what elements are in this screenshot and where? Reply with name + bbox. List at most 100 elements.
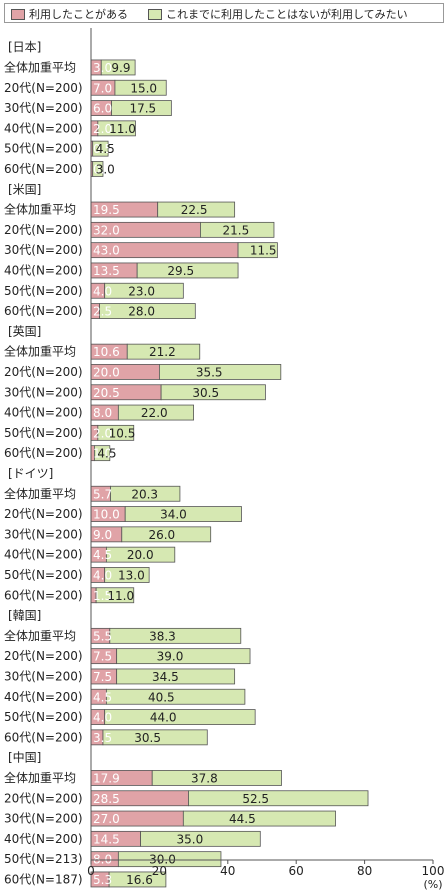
legend-label-used: 利用したことがある (29, 8, 128, 21)
bar-want (104, 567, 150, 583)
x-tick-label: 80 (357, 864, 372, 878)
data-label-used: 10.0 (93, 508, 120, 522)
data-label-used: 10.6 (93, 345, 120, 359)
bar-want (100, 59, 136, 76)
bar-want (117, 404, 194, 421)
bar-want (97, 424, 135, 441)
data-label-used: 2.5 (93, 305, 112, 319)
data-label-want: 11.0 (107, 589, 134, 603)
data-label-used: 4.5 (93, 690, 112, 704)
bar-want (94, 445, 111, 462)
bar-want (158, 364, 282, 380)
group-header: [ドイツ] (8, 466, 53, 480)
row-label: 20代(N=200) (4, 365, 83, 379)
row-label: 全体加重平均 (4, 202, 76, 217)
bar-want (92, 161, 104, 177)
data-label-want: 37.8 (191, 771, 218, 785)
bar-want (116, 648, 251, 665)
row-label: 50代(N=200) (4, 710, 83, 724)
bar-want (108, 871, 167, 888)
row-label: 50代(N=213) (4, 852, 83, 866)
data-label-want: 11.5 (250, 244, 277, 258)
row-label: 20代(N=200) (4, 649, 83, 663)
bar-want (114, 79, 167, 96)
data-label-used: 6.0 (93, 102, 112, 116)
data-label-want: 10.5 (109, 426, 136, 440)
bar-want (99, 303, 196, 319)
bar-want (160, 384, 266, 401)
data-label-used: 5.3 (93, 873, 112, 887)
data-label-used: 4.0 (93, 284, 112, 298)
bar-want (151, 770, 282, 786)
data-label-used: 43.0 (93, 244, 120, 258)
data-label-used: 17.9 (93, 771, 120, 785)
data-label-want: 16.6 (126, 873, 153, 887)
data-label-used: 7.0 (93, 81, 112, 95)
row-label: 20代(N=200) (4, 81, 83, 95)
bar-want (105, 688, 246, 705)
legend-item-want: これまでに利用したことはないが利用してみたい (148, 6, 408, 22)
data-label-want: 34.0 (160, 508, 187, 522)
row-label: 50代(N=200) (4, 284, 83, 298)
data-label-used: 14.5 (93, 832, 120, 846)
group-header: [日本] (8, 40, 41, 54)
data-label-want: 26.0 (148, 528, 175, 542)
data-label-used: 9.0 (93, 528, 112, 542)
bar-want (97, 120, 136, 137)
row-label: 20代(N=200) (4, 791, 83, 805)
legend-swatch-used (11, 8, 25, 20)
data-label-used: 13.5 (93, 264, 120, 278)
x-tick-label: 0 (87, 864, 95, 878)
data-label-used: 1.5 (93, 589, 112, 603)
data-label-used: 4.0 (93, 711, 112, 725)
data-label-want: 39.0 (157, 650, 184, 664)
data-label-want: 9.9 (111, 61, 130, 75)
row-label: 60代(N=200) (4, 446, 83, 460)
x-tick-label: 100 (422, 864, 445, 878)
bar-want (110, 485, 181, 502)
bar-want (102, 729, 208, 746)
bar-want (237, 242, 278, 259)
bar-want (104, 709, 256, 725)
data-label-want: 15.0 (130, 81, 157, 95)
data-label-used: 8.0 (93, 406, 112, 420)
data-label-used: 4.5 (93, 548, 112, 562)
data-label-used: 19.5 (93, 203, 120, 217)
bar-want (126, 343, 201, 360)
legend-swatch-want (148, 8, 162, 20)
data-label-want: 23.0 (128, 284, 155, 298)
data-label-want: 29.5 (167, 264, 194, 278)
bar-want (124, 506, 242, 522)
row-label: 60代(N=200) (4, 162, 83, 176)
data-label-used: 0.5 (93, 162, 112, 176)
data-label-want: 13.0 (118, 568, 145, 582)
data-label-want: 3.0 (96, 162, 115, 176)
row-label: 30代(N=200) (4, 101, 83, 115)
group-header: [英国] (8, 324, 41, 338)
data-label-used: 20.0 (93, 365, 120, 379)
data-label-want: 35.0 (177, 832, 204, 846)
row-label: 30代(N=200) (4, 812, 83, 826)
data-label-want: 44.0 (150, 711, 177, 725)
data-label-want: 40.5 (148, 690, 175, 704)
data-label-want: 4.5 (97, 447, 116, 461)
row-label: 40代(N=200) (4, 121, 83, 135)
data-label-used: 3.5 (93, 731, 112, 745)
group-header: [中国] (8, 750, 41, 765)
data-label-used: 3.0 (93, 61, 112, 75)
bar-want (109, 627, 242, 644)
data-label-want: 21.2 (149, 345, 176, 359)
data-label-want: 34.5 (152, 670, 179, 684)
row-label: 40代(N=200) (4, 832, 83, 846)
row-label: 50代(N=200) (4, 568, 83, 582)
data-label-used: 5.5 (93, 629, 112, 643)
bar-want (200, 221, 275, 238)
data-label-used: 7.5 (93, 670, 112, 684)
data-label-used: 0.5 (93, 142, 112, 156)
row-label: 30代(N=200) (4, 669, 83, 683)
bar-want (140, 830, 261, 847)
bar-want (182, 810, 336, 827)
data-label-used: 32.0 (93, 223, 120, 237)
x-tick-label: 60 (289, 864, 304, 878)
group-header: [米国] (8, 182, 41, 196)
